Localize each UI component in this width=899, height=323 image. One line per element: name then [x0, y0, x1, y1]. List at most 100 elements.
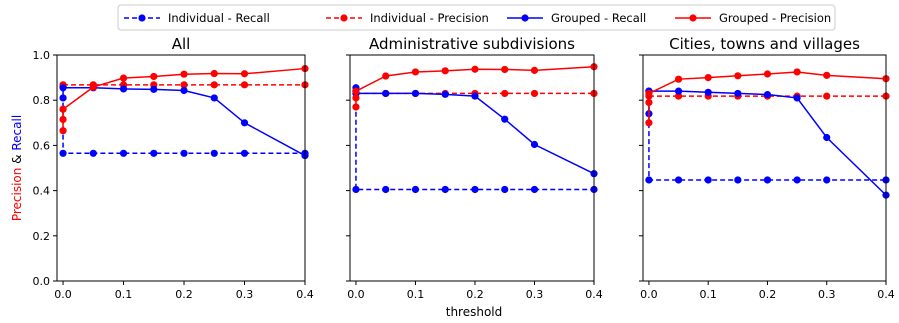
series-line: [355, 91, 595, 175]
data-point: [240, 149, 249, 157]
data-point: [59, 105, 67, 113]
legend-swatch-marker: [138, 14, 146, 22]
data-point: [59, 127, 67, 135]
panel-all: All 0.0 0.1 0.2 0.3 0.4 0.0 0.2 0.4 0.6 0.8 1.0: [33, 35, 314, 301]
data-point: [441, 90, 449, 98]
x-tick-label: 0.4: [296, 288, 314, 301]
data-point: [119, 74, 128, 82]
panel-title: All: [172, 35, 191, 53]
series-grouped-recall: [645, 87, 890, 199]
y-axis-label-part: Recall: [10, 115, 24, 151]
y-tick-label: 0.6: [33, 139, 51, 152]
data-point: [530, 66, 539, 74]
data-point: [180, 149, 188, 157]
data-point: [763, 70, 772, 78]
legend-frame: [117, 4, 836, 31]
data-point: [89, 83, 97, 91]
x-tick-label: 0.3: [818, 288, 836, 301]
data-point: [441, 67, 449, 75]
x-tick-label: 0.0: [54, 288, 72, 301]
legend-entry-grouped-recall: Grouped - Recall: [507, 11, 646, 25]
data-point: [119, 85, 128, 93]
data-point: [352, 94, 360, 102]
data-point: [674, 92, 683, 100]
y-axis-label-part: &: [10, 151, 24, 168]
data-point: [793, 68, 801, 76]
legend-entry-individual-precision: Individual - Precision: [326, 11, 489, 25]
series-grouped-recall: [352, 87, 598, 178]
data-point: [89, 149, 97, 157]
data-point: [240, 70, 249, 78]
data-point: [210, 69, 218, 78]
data-point: [763, 90, 772, 99]
data-point: [180, 86, 188, 95]
data-point: [501, 65, 509, 74]
x-tick-label: 0.2: [466, 288, 484, 301]
data-point: [471, 92, 479, 100]
data-point: [823, 71, 831, 79]
data-point: [674, 87, 683, 95]
data-point: [240, 81, 249, 89]
x-tick-label: 0.2: [759, 288, 777, 301]
data-point: [645, 89, 653, 98]
data-point: [530, 89, 539, 98]
x-axis-label: threshold: [446, 305, 503, 319]
data-point: [823, 92, 831, 100]
data-point: [352, 87, 360, 95]
data-point: [210, 94, 218, 102]
data-point: [382, 185, 390, 194]
panel-cities-towns-and-villages: Cities, towns and villages 0.0 0.1 0.2 0.3 0.…: [639, 35, 895, 301]
data-point: [471, 65, 479, 73]
series-line: [648, 71, 887, 123]
data-point: [645, 98, 653, 107]
data-point: [530, 140, 539, 149]
data-point: [119, 149, 128, 157]
series-line: [648, 91, 886, 181]
legend: Individual - Recall Individual - Precisio…: [117, 4, 836, 31]
data-point: [210, 149, 218, 157]
legend-label: Individual - Precision: [370, 11, 489, 25]
data-point: [793, 94, 801, 102]
series-grouped-precision: [645, 68, 890, 127]
data-point: [411, 89, 420, 98]
y-tick-label: 0.8: [33, 94, 51, 107]
plot-frame: [349, 54, 595, 282]
legend-swatch-marker: [689, 14, 697, 22]
x-tick-label: 0.0: [640, 288, 658, 301]
x-tick-label: 0.1: [699, 288, 717, 301]
legend-entry-individual-recall: Individual - Recall: [124, 11, 270, 25]
plot-frame: [56, 54, 306, 282]
data-point: [501, 115, 509, 123]
x-tick-label: 0.3: [526, 288, 544, 301]
series-grouped-precision: [59, 64, 309, 135]
x-tick-label: 0.1: [407, 288, 425, 301]
data-point: [240, 119, 249, 127]
data-point: [734, 89, 742, 98]
data-point: [763, 176, 772, 184]
data-point: [501, 89, 509, 98]
data-point: [59, 115, 67, 124]
series-individual-recall: [645, 87, 890, 184]
data-point: [352, 103, 360, 111]
panel-title: Administrative subdivisions: [369, 35, 575, 53]
data-point: [150, 149, 158, 157]
data-point: [704, 88, 712, 96]
y-tick-label: 0.0: [33, 275, 51, 288]
data-point: [59, 149, 67, 157]
legend-label: Grouped - Precision: [719, 11, 831, 25]
data-point: [734, 176, 742, 184]
data-point: [674, 176, 683, 184]
panels: All 0.0 0.1 0.2 0.3 0.4 0.0 0.2 0.4 0.6 0.8 1.0 Admi…: [33, 35, 895, 301]
x-tick-label: 0.4: [877, 288, 895, 301]
data-point: [471, 185, 479, 194]
legend-label: Individual - Recall: [168, 11, 270, 25]
y-tick-label: 0.4: [33, 185, 51, 198]
data-point: [823, 176, 831, 184]
data-point: [441, 185, 449, 194]
data-point: [411, 68, 420, 76]
data-point: [734, 72, 742, 80]
data-point: [180, 81, 188, 89]
data-point: [501, 185, 509, 194]
data-point: [150, 72, 158, 81]
